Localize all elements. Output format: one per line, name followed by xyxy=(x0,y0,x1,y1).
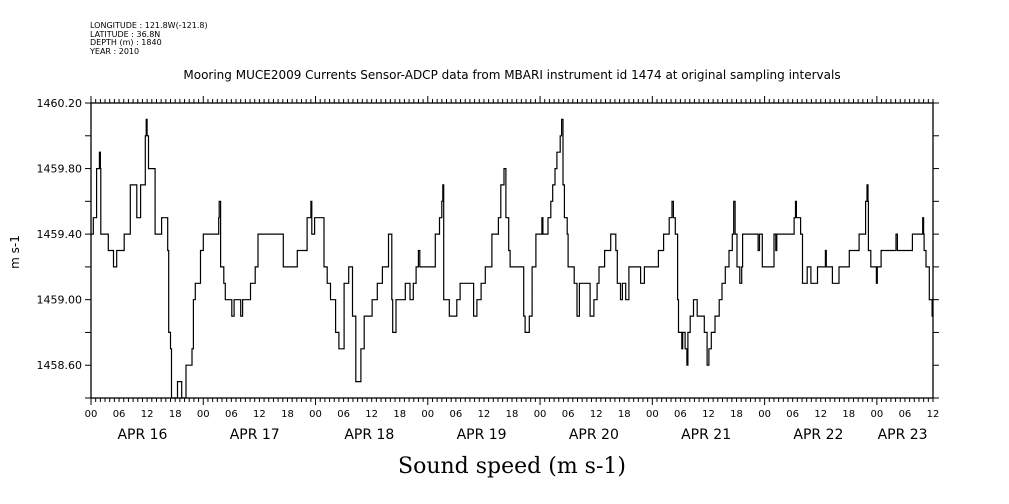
x-axis-label: Sound speed (m s-1) xyxy=(398,454,626,479)
x-hour-label: 18 xyxy=(393,409,406,420)
x-date-label: APR 22 xyxy=(793,427,843,443)
x-hour-label: 06 xyxy=(449,409,462,420)
y-tick-label: 1459.00 xyxy=(37,294,83,307)
x-date-label: APR 16 xyxy=(117,427,167,443)
x-date-label: APR 17 xyxy=(230,427,280,443)
y-tick-label: 1459.40 xyxy=(37,228,83,241)
x-hour-label: 00 xyxy=(870,409,883,420)
x-hour-label: 18 xyxy=(281,409,294,420)
x-date-label: APR 20 xyxy=(569,427,619,443)
longitude-label: LONGITUDE : 121.8W(-121.8) xyxy=(90,21,208,30)
sound-speed-series-line xyxy=(91,118,933,399)
chart-title: Mooring MUCE2009 Currents Sensor-ADCP da… xyxy=(183,68,841,82)
x-hour-label: 12 xyxy=(141,409,154,420)
x-hour-label: 12 xyxy=(478,409,491,420)
x-date-label: APR 19 xyxy=(457,427,507,443)
x-hour-label: 12 xyxy=(927,409,940,420)
x-hour-label: 06 xyxy=(786,409,799,420)
x-hour-label: 00 xyxy=(197,409,210,420)
x-date-label: APR 21 xyxy=(681,427,731,443)
x-hour-label: 18 xyxy=(842,409,855,420)
x-hour-label: 00 xyxy=(646,409,659,420)
x-hour-label: 12 xyxy=(702,409,715,420)
plot-frame xyxy=(90,102,934,399)
x-hour-label: 18 xyxy=(169,409,182,420)
year-label: YEAR : 2010 xyxy=(90,46,140,56)
x-hour-label: 12 xyxy=(253,409,266,420)
depth-label: DEPTH (m) : 1840 xyxy=(90,38,162,47)
x-hour-label: 06 xyxy=(337,409,350,420)
y-tick-label: 1459.80 xyxy=(37,163,83,176)
x-hour-label: 12 xyxy=(590,409,603,420)
x-hour-label: 06 xyxy=(225,409,238,420)
x-hour-label: 12 xyxy=(814,409,827,420)
x-hour-label: 06 xyxy=(113,409,126,420)
y-tick-label: 1460.20 xyxy=(37,97,83,110)
x-hour-label: 00 xyxy=(421,409,434,420)
x-hour-label: 00 xyxy=(534,409,547,420)
x-hour-label: 18 xyxy=(618,409,631,420)
x-hour-label: 18 xyxy=(730,409,743,420)
y-tick-label: 1458.60 xyxy=(37,359,83,372)
x-hour-label: 00 xyxy=(85,409,98,420)
x-hour-label: 18 xyxy=(506,409,519,420)
x-hour-label: 06 xyxy=(562,409,575,420)
x-hour-label: 00 xyxy=(758,409,771,420)
x-date-label: APR 23 xyxy=(878,427,928,443)
x-date-label: APR 18 xyxy=(344,427,394,443)
x-hour-label: 06 xyxy=(899,409,912,420)
x-hour-label: 00 xyxy=(309,409,322,420)
x-hour-label: 12 xyxy=(365,409,378,420)
latitude-label: LATITUDE : 36.8N xyxy=(90,29,161,39)
x-hour-label: 06 xyxy=(674,409,687,420)
